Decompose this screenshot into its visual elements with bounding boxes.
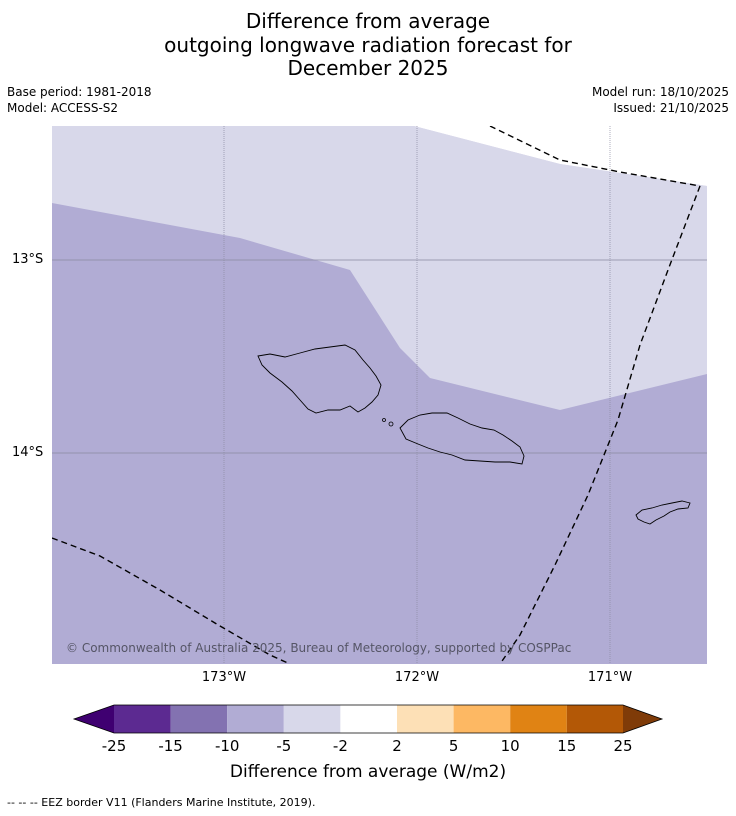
colorbar-tick-label: 5 (448, 737, 459, 755)
eez-footnote: -- -- -- EEZ border V11 (Flanders Marine… (7, 796, 316, 809)
colorbar-segment-6 (397, 705, 454, 733)
colorbar-tick-label: -10 (214, 737, 240, 755)
island-upolu (399, 412, 525, 465)
lon-label-171w: 171°W (587, 670, 633, 685)
meta-right: Model run: 18/10/2025 Issued: 21/10/2025 (592, 84, 729, 116)
colorbar-tick-label: -5 (276, 737, 292, 755)
colorbar-segment-4 (283, 705, 341, 733)
colorbar-tick-label: 25 (613, 737, 633, 755)
eez-border-southwest (52, 537, 291, 664)
issued-date: Issued: 21/10/2025 (613, 101, 729, 115)
lat-label-13s: 13°S (12, 252, 44, 267)
title-line-1: Difference from average (245, 9, 491, 33)
colorbar-title: Difference from average (W/m2) (229, 762, 507, 782)
colorbar-tick-label: -2 (332, 737, 348, 755)
colorbar-segment-2 (170, 705, 228, 733)
base-period: Base period: 1981-2018 (7, 85, 152, 99)
lat-label-14s: 14°S (12, 445, 44, 460)
lon-label-173w: 173°W (201, 670, 247, 685)
colorbar-tick-label: 15 (557, 737, 577, 755)
model-name: Model: ACCESS-S2 (7, 101, 119, 115)
colorbar-segment-8 (510, 705, 567, 733)
title-line-3: December 2025 (287, 56, 449, 80)
colorbar (72, 704, 664, 734)
islet-manono (382, 418, 386, 422)
colorbar-outline (72, 704, 664, 734)
colorbar-segment-7 (453, 705, 511, 733)
colorbar-segment-3 (227, 705, 284, 733)
copyright-credit: © Commonwealth of Australia 2025, Bureau… (66, 641, 572, 655)
colorbar-tick-label: -15 (158, 737, 183, 755)
island-savaii (257, 344, 382, 414)
colorbar-tick-label: 2 (392, 737, 402, 755)
eez-border-east (499, 185, 701, 664)
colorbar-extend-high (623, 705, 662, 733)
colorbar-tick-label: -25 (101, 737, 127, 755)
islet-apolima (388, 421, 394, 427)
colorbar-segment-9 (566, 705, 623, 733)
colorbar-segment-5 (340, 705, 397, 733)
title-line-2: outgoing longwave radiation forecast for (164, 33, 572, 57)
island-tutuila (635, 500, 691, 525)
colorbar-extend-low (74, 705, 114, 733)
model-run: Model run: 18/10/2025 (591, 85, 729, 99)
meta-left: Base period: 1981-2018 Model: ACCESS-S2 (7, 84, 152, 116)
colorbar-tick-label: 10 (500, 737, 520, 755)
anomaly-band-light (52, 126, 707, 410)
colorbar-segment-1 (114, 705, 171, 733)
anomaly-band-neutral (414, 126, 707, 186)
map-area (52, 126, 707, 664)
lon-label-172w: 172°W (394, 670, 440, 685)
